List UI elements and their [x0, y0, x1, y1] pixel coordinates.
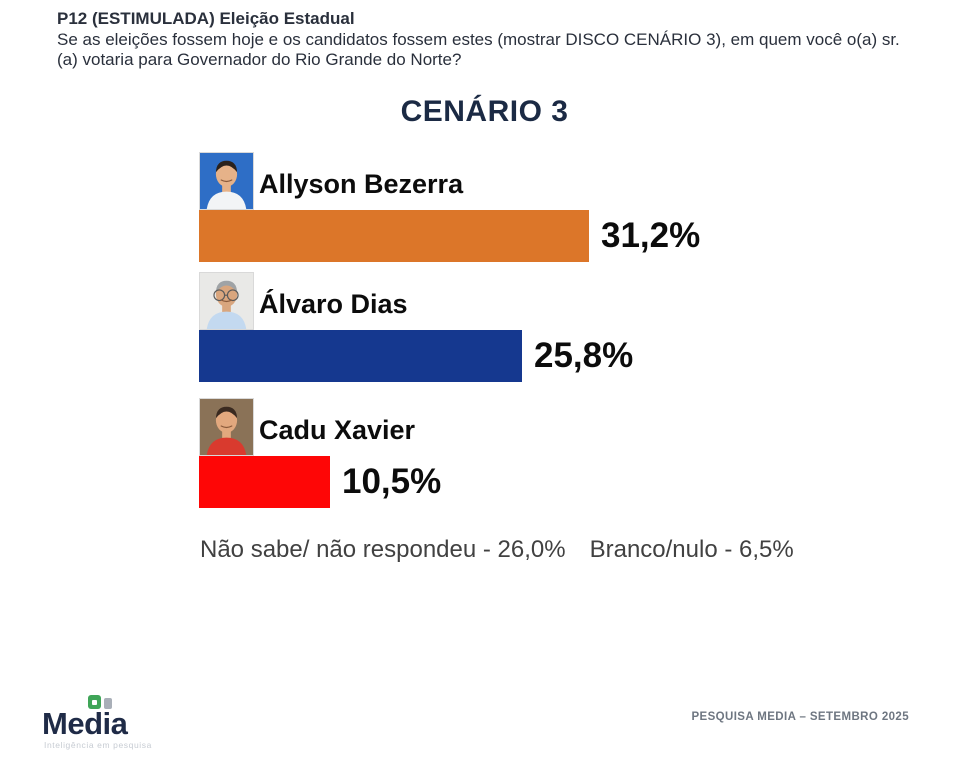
logo-green-block-icon: [88, 695, 101, 709]
result-value: 25,8%: [534, 336, 634, 375]
header: P12 (ESTIMULADA) Eleição Estadual Se as …: [57, 9, 915, 70]
candidate-row: Allyson Bezerra 31,2%: [199, 152, 969, 264]
candidate-name: Cadu Xavier: [259, 415, 416, 445]
candidate-photo: [199, 272, 254, 330]
footnote: Não sabe/ não respondeu - 26,0% Branco/nu…: [200, 536, 794, 564]
candidate-name: Álvaro Dias: [259, 289, 408, 319]
candidate-photo: [199, 398, 254, 456]
media-logo-tagline: Inteligência em pesquisa: [44, 740, 152, 750]
question-id: P12 (ESTIMULADA) Eleição Estadual: [57, 9, 355, 28]
candidate-row: Álvaro Dias 25,8%: [199, 272, 969, 384]
result-bar: [199, 330, 522, 382]
bar-chart: Allyson Bezerra 31,2% Álvaro Dias 25,8% Cadu…: [199, 152, 969, 532]
candidate-row: Cadu Xavier 10,5%: [199, 398, 969, 510]
footnote-dont-know: Não sabe/ não respondeu - 26,0%: [200, 536, 566, 563]
result-bar: [199, 210, 589, 262]
media-logo: Media Inteligência em pesquisa: [42, 694, 172, 750]
candidate-name: Allyson Bezerra: [259, 169, 464, 199]
result-bar: [199, 456, 330, 508]
candidate-photo: [199, 152, 254, 210]
result-value: 31,2%: [601, 216, 701, 255]
source-label: PESQUISA MEDIA – SETEMBRO 2025: [691, 711, 909, 723]
media-logo-text: Media: [42, 706, 128, 741]
result-value: 10,5%: [342, 462, 442, 501]
question-text: Se as eleições fossem hoje e os candidat…: [57, 30, 900, 69]
media-logo-chart-icon: [88, 695, 114, 710]
chart-title: CENÁRIO 3: [400, 95, 569, 128]
footnote-blank-null: Branco/nulo - 6,5%: [589, 536, 794, 563]
logo-gray-block-icon: [104, 698, 112, 709]
